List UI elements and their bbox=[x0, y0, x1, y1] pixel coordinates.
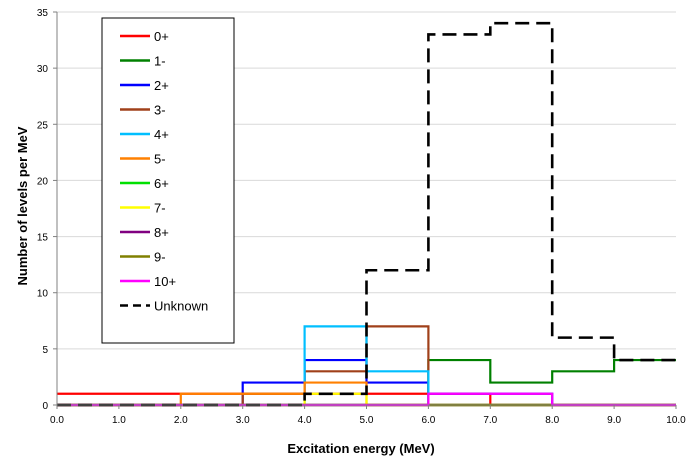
legend: 0+ 1- 2+ 3- 4+ 5- 6+ 7- 8+ 9- 10+ Unknown bbox=[101, 17, 235, 344]
legend-label: 3- bbox=[154, 103, 166, 118]
legend-items: 0+ 1- 2+ 3- 4+ 5- 6+ 7- 8+ 9- 10+ Unknown bbox=[120, 29, 208, 314]
legend-label: 9- bbox=[154, 250, 166, 265]
y-tick-label: 25 bbox=[37, 120, 49, 131]
x-tick-label: 1.0 bbox=[112, 415, 126, 426]
y-tick-label: 10 bbox=[37, 289, 49, 300]
axes bbox=[53, 11, 677, 409]
x-tick-label: 7.0 bbox=[483, 415, 497, 426]
y-tick-label: 5 bbox=[42, 345, 48, 356]
y-tick-label: 15 bbox=[37, 233, 49, 244]
legend-label: 4+ bbox=[154, 127, 169, 142]
x-tick-labels: 0.0 1.0 2.0 3.0 4.0 5.0 6.0 7.0 8.0 9.0 10.0 bbox=[50, 415, 686, 426]
y-tick-label: 0 bbox=[42, 401, 48, 412]
legend-label: 7- bbox=[154, 201, 166, 216]
legend-label: 10+ bbox=[154, 274, 176, 289]
y-tick-label: 30 bbox=[37, 64, 49, 75]
x-tick-label: 2.0 bbox=[174, 415, 188, 426]
legend-label: 8+ bbox=[154, 225, 169, 240]
series-unknown bbox=[57, 21, 676, 407]
legend-box bbox=[101, 17, 235, 344]
x-tick-label: 6.0 bbox=[421, 415, 435, 426]
legend-label: 0+ bbox=[154, 29, 169, 44]
y-tick-labels: 0 5 10 15 20 25 30 35 bbox=[37, 8, 49, 412]
legend-label: 5- bbox=[154, 152, 166, 167]
x-tick-label: 0.0 bbox=[50, 415, 64, 426]
x-tick-label: 10.0 bbox=[666, 415, 686, 426]
y-axis-title: Number of levels per MeV bbox=[15, 126, 30, 285]
series-7minus bbox=[57, 392, 676, 407]
y-tick-label: 20 bbox=[37, 176, 49, 187]
x-axis-title: Excitation energy (MeV) bbox=[287, 441, 434, 456]
x-tick-label: 5.0 bbox=[360, 415, 374, 426]
legend-label: 2+ bbox=[154, 78, 169, 93]
x-tick-label: 8.0 bbox=[545, 415, 559, 426]
legend-label: 1- bbox=[154, 54, 166, 69]
x-tick-label: 9.0 bbox=[607, 415, 621, 426]
x-tick-label: 3.0 bbox=[236, 415, 250, 426]
y-tick-label: 35 bbox=[37, 8, 49, 19]
legend-label: 6+ bbox=[154, 176, 169, 191]
legend-label: Unknown bbox=[154, 299, 208, 314]
x-tick-label: 4.0 bbox=[298, 415, 312, 426]
